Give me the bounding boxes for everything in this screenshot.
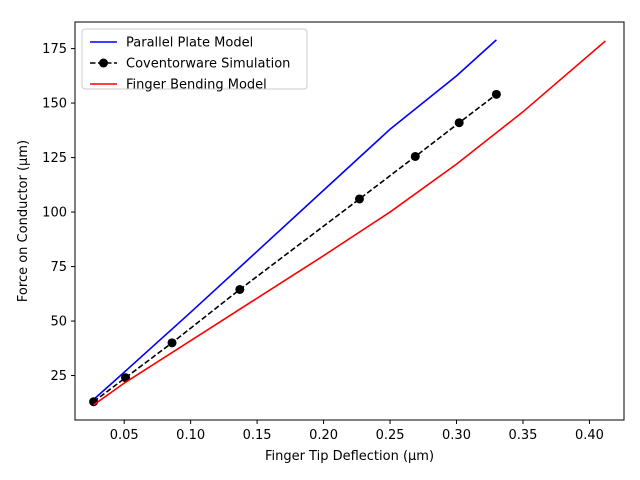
- plot-lines: [89, 39, 606, 407]
- legend-marker: [99, 58, 108, 68]
- legend-label-0: Parallel Plate Model: [126, 36, 253, 51]
- y-tick-label: 75: [50, 260, 67, 275]
- y-tick-label: 175: [42, 42, 67, 57]
- x-tick-label: 0.40: [575, 428, 604, 443]
- data-point: [167, 338, 177, 348]
- x-tick-label: 0.15: [243, 428, 272, 443]
- series-line-2: [93, 40, 606, 406]
- y-tick-label: 100: [42, 206, 67, 221]
- data-point: [454, 118, 464, 128]
- series-line-1: [93, 93, 497, 403]
- x-tick-label: 0.20: [309, 428, 338, 443]
- y-tick-label: 50: [50, 315, 67, 330]
- x-axis: 0.05 0.10 0.15 0.20 0.25 0.30 0.35 0.40: [110, 420, 604, 443]
- x-tick-label: 0.10: [176, 428, 205, 443]
- plot-frame: [74, 21, 625, 421]
- legend-label-1: Coventorware Simulation: [126, 57, 290, 72]
- data-point: [410, 151, 420, 161]
- y-axis: 25 50 75 100 125 150 175: [42, 42, 75, 384]
- y-tick-label: 125: [42, 151, 67, 166]
- legend-box: [81, 28, 308, 90]
- x-tick-label: 0.05: [110, 428, 139, 443]
- data-point: [235, 284, 245, 294]
- series-line-0: [93, 39, 497, 401]
- data-point: [354, 194, 364, 204]
- x-tick-label: 0.35: [508, 428, 537, 443]
- y-tick-label: 25: [50, 369, 67, 384]
- legend-label-2: Finger Bending Model: [126, 78, 267, 93]
- legend: Parallel Plate Model Coventorware Simulat…: [81, 28, 308, 93]
- y-axis-label: Force on Conductor (μm): [16, 140, 31, 302]
- y-tick-label: 150: [42, 97, 67, 112]
- x-axis-label: Finger Tip Deflection (μm): [265, 449, 434, 464]
- x-tick-label: 0.25: [376, 428, 405, 443]
- data-point: [491, 89, 501, 99]
- x-tick-label: 0.30: [442, 428, 471, 443]
